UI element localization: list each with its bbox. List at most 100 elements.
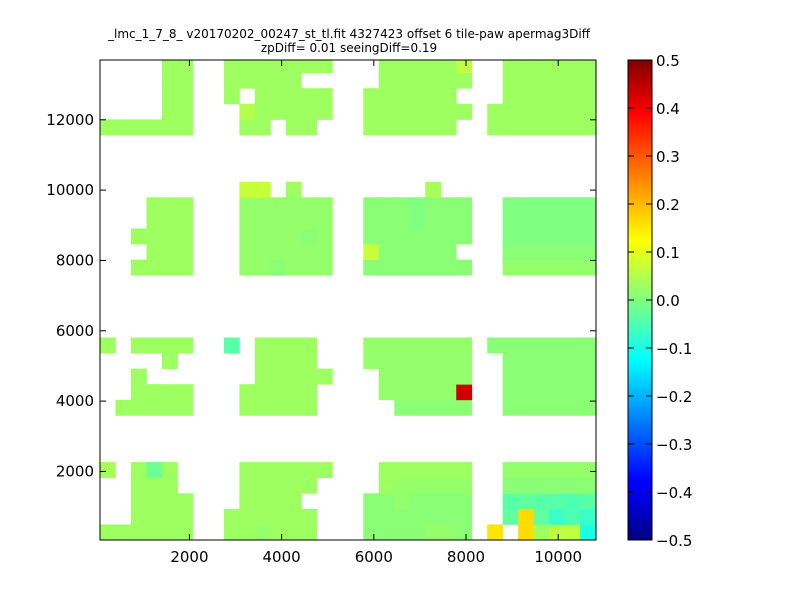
heatmap-cell: [456, 493, 473, 510]
heatmap-cell: [394, 72, 411, 89]
heatmap-cell: [285, 524, 302, 541]
heatmap-cell: [580, 524, 597, 541]
heatmap-cell: [549, 337, 566, 354]
heatmap-cell: [270, 368, 287, 385]
heatmap-cell: [239, 212, 256, 229]
heatmap-cell: [161, 103, 178, 120]
heatmap-cell: [533, 384, 550, 401]
heatmap-cell: [440, 493, 457, 510]
heatmap-cell: [254, 399, 271, 416]
heatmap-cell: [502, 477, 519, 494]
heatmap-cell: [394, 353, 411, 370]
heatmap-cell: [502, 508, 519, 525]
heatmap-cell: [270, 212, 287, 229]
heatmap-cell: [270, 353, 287, 370]
heatmap-cell: [564, 493, 581, 510]
heatmap-cell: [409, 368, 426, 385]
heatmap-cell: [378, 384, 395, 401]
heatmap-cell: [518, 103, 535, 120]
heatmap-cell: [146, 493, 163, 510]
heatmap-cell: [270, 384, 287, 401]
heatmap-cell: [409, 228, 426, 245]
heatmap-cell: [440, 368, 457, 385]
heatmap-cell: [518, 384, 535, 401]
heatmap-cell: [270, 88, 287, 105]
heatmap-cell: [285, 337, 302, 354]
heatmap-cell: [177, 244, 194, 260]
heatmap-cell: [254, 368, 271, 385]
heatmap-cell: [239, 181, 256, 198]
heatmap-cell: [316, 197, 333, 214]
heatmap-cell: [394, 384, 411, 401]
heatmap-cell: [223, 72, 240, 89]
heatmap-cell: [549, 508, 566, 525]
heatmap-cell: [130, 384, 147, 401]
heatmap-cell: [285, 368, 302, 385]
heatmap-cell: [301, 462, 318, 479]
heatmap-cell: [409, 197, 426, 214]
heatmap-cell: [146, 244, 163, 260]
heatmap-cell: [239, 477, 256, 494]
heatmap-cell: [378, 72, 395, 89]
heatmap-cell: [564, 508, 581, 525]
heatmap-cell: [378, 462, 395, 479]
heatmap-cell: [409, 337, 426, 354]
heatmap-cell: [223, 508, 240, 525]
heatmap-cell: [564, 462, 581, 479]
colorbar-tick-label: 0.1: [656, 244, 680, 262]
heatmap-cell: [394, 88, 411, 105]
heatmap-cell: [580, 197, 597, 214]
heatmap-cell: [518, 259, 535, 276]
heatmap-cell: [130, 228, 147, 245]
heatmap-cell: [518, 477, 535, 494]
heatmap-cell: [100, 337, 116, 354]
heatmap-cell: [301, 508, 318, 525]
heatmap-cell: [580, 72, 597, 89]
heatmap-cell: [564, 259, 581, 276]
heatmap-cell: [130, 508, 147, 525]
heatmap-cell: [239, 228, 256, 245]
x-tick-label: 6000: [355, 548, 393, 566]
heatmap-cell: [440, 244, 457, 260]
heatmap-cell: [440, 399, 457, 416]
heatmap-cell: [580, 228, 597, 245]
heatmap-cell: [394, 337, 411, 354]
heatmap-cell: [177, 524, 194, 541]
heatmap-cell: [363, 88, 380, 105]
heatmap-cell: [239, 508, 256, 525]
heatmap-cell: [130, 524, 147, 541]
heatmap-cell: [177, 259, 194, 276]
heatmap-cell: [146, 259, 163, 276]
heatmap-cell: [580, 384, 597, 401]
heatmap-cell: [440, 462, 457, 479]
heatmap-cell: [100, 119, 116, 136]
heatmap-cell: [394, 368, 411, 385]
heatmap-cell: [409, 508, 426, 525]
heatmap-cell: [115, 524, 132, 541]
heatmap-cell: [239, 244, 256, 260]
heatmap-cell: [456, 524, 473, 541]
heatmap-cell: [518, 462, 535, 479]
heatmap-cell: [533, 399, 550, 416]
heatmap-cell: [254, 72, 271, 89]
heatmap-cell: [533, 462, 550, 479]
heatmap-cell: [456, 228, 473, 245]
heatmap-cell: [564, 60, 581, 74]
heatmap-cell: [146, 462, 163, 479]
heatmap-cell: [394, 119, 411, 136]
heatmap-cell: [270, 399, 287, 416]
heatmap-cell: [533, 524, 550, 541]
heatmap-cell: [518, 399, 535, 416]
heatmap-cell: [502, 119, 519, 136]
heatmap-cell: [409, 72, 426, 89]
heatmap-cell: [378, 259, 395, 276]
heatmap-cell: [518, 119, 535, 136]
heatmap-cell: [564, 384, 581, 401]
heatmap-cell: [301, 60, 318, 74]
heatmap-cell: [456, 368, 473, 385]
colorbar-tick-label: −0.4: [656, 484, 692, 502]
heatmap-cell: [254, 337, 271, 354]
heatmap-cell: [130, 493, 147, 510]
heatmap-cell: [270, 508, 287, 525]
colorbar-tick-label: 0.3: [656, 148, 680, 166]
